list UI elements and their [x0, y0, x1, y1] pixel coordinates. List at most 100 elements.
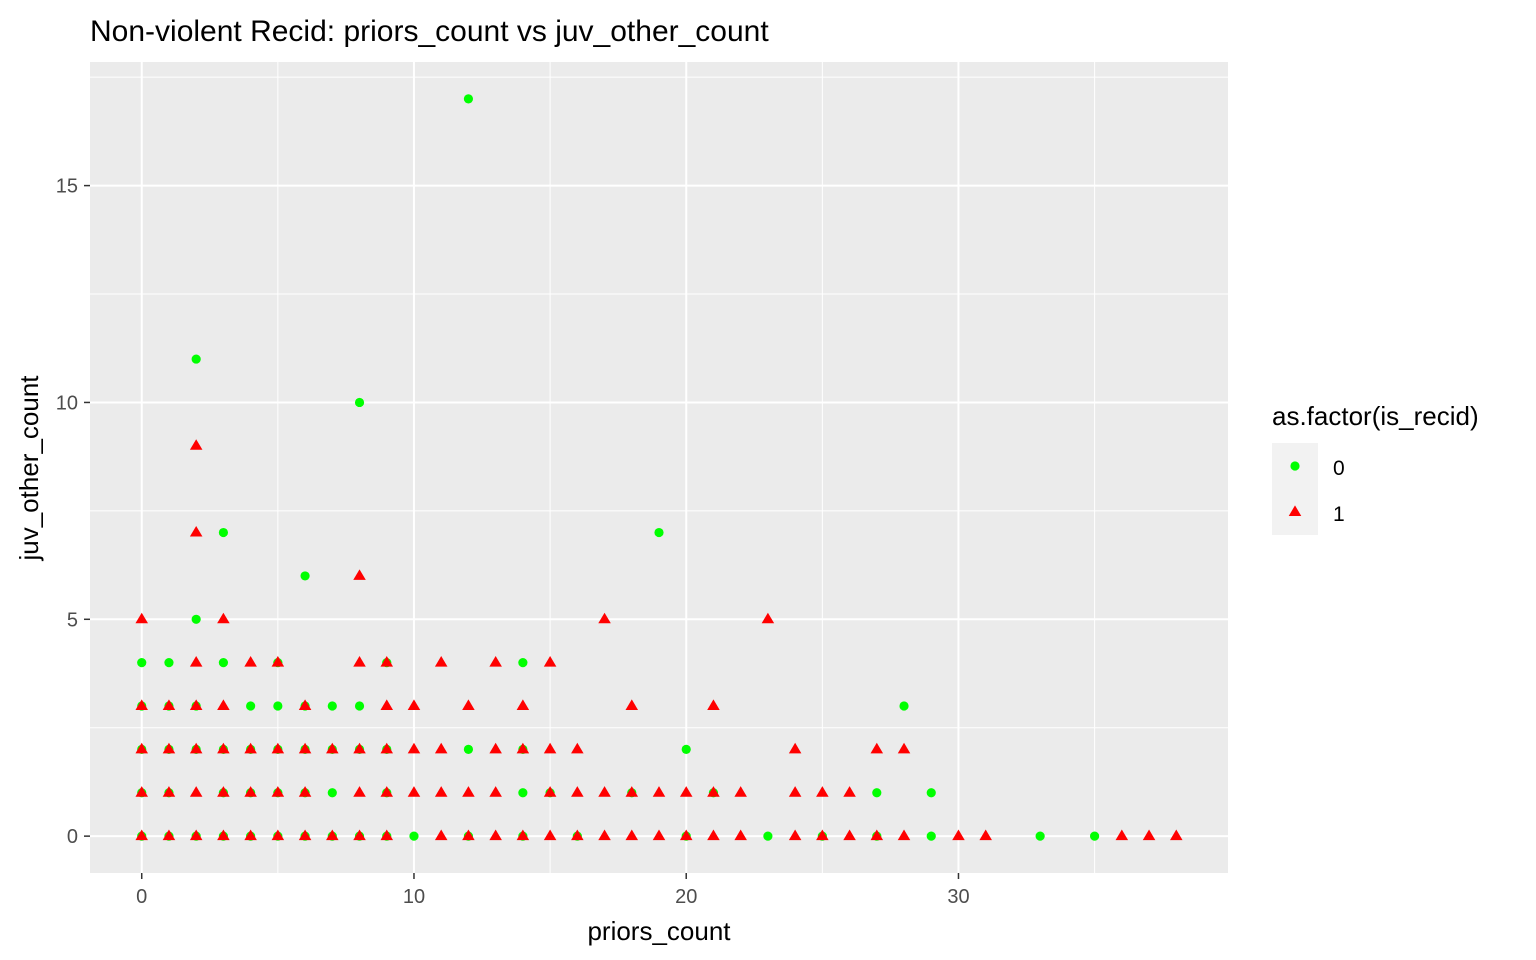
- minor-gridlines: [90, 62, 1228, 873]
- data-points: [135, 94, 1183, 841]
- data-point-triangle: [135, 742, 148, 754]
- data-point-triangle: [271, 656, 285, 667]
- data-point-triangle: [1170, 829, 1183, 841]
- data-point-circle: [681, 744, 691, 754]
- data-point-triangle: [189, 786, 203, 797]
- data-point-triangle: [189, 656, 203, 667]
- data-point-circle: [926, 788, 936, 798]
- data-point-triangle: [434, 786, 448, 797]
- data-point-circle: [518, 788, 528, 798]
- data-point-triangle: [353, 569, 366, 580]
- y-axis-title: juv_other_count: [14, 375, 44, 562]
- data-point-triangle: [707, 699, 720, 710]
- series-1: [135, 439, 1183, 841]
- plot-panel: [90, 62, 1228, 873]
- data-point-triangle: [162, 829, 176, 841]
- data-point-triangle: [407, 786, 421, 797]
- x-tick-label: 30: [947, 886, 969, 908]
- data-point-triangle: [217, 612, 230, 624]
- data-point-triangle: [135, 612, 148, 624]
- data-point-circle: [273, 701, 283, 711]
- data-point-triangle: [952, 829, 965, 841]
- legend-title: as.factor(is_recid): [1272, 401, 1479, 431]
- x-tick-label: 10: [403, 886, 425, 908]
- data-point-triangle: [571, 742, 584, 754]
- data-point-triangle: [217, 699, 230, 710]
- data-point-triangle: [135, 829, 148, 841]
- data-point-triangle: [707, 786, 720, 797]
- x-axis-title: priors_count: [587, 916, 731, 946]
- data-point-triangle: [625, 699, 639, 710]
- data-point-triangle: [652, 786, 666, 797]
- data-point-triangle: [571, 786, 584, 797]
- data-point-triangle: [788, 786, 802, 797]
- data-point-triangle: [788, 742, 802, 754]
- data-point-triangle: [652, 829, 666, 841]
- data-point-triangle: [788, 829, 802, 841]
- data-point-triangle: [816, 829, 829, 841]
- data-point-triangle: [244, 742, 257, 754]
- data-point-triangle: [843, 829, 856, 841]
- data-point-circle: [300, 571, 310, 581]
- data-point-triangle: [380, 699, 394, 710]
- data-point-circle: [327, 701, 337, 711]
- data-point-circle: [327, 788, 337, 798]
- data-point-triangle: [298, 786, 312, 797]
- data-point-triangle: [462, 786, 475, 797]
- data-point-triangle: [543, 742, 557, 754]
- y-tick-label: 15: [56, 176, 78, 198]
- data-point-triangle: [543, 656, 557, 667]
- legend-key-triangle: [1288, 505, 1302, 516]
- data-point-triangle: [870, 742, 884, 754]
- chart-title: Non-violent Recid: priors_count vs juv_o…: [90, 15, 769, 48]
- data-point-triangle: [353, 786, 366, 797]
- data-point-triangle: [625, 786, 639, 797]
- data-point-triangle: [298, 829, 312, 841]
- data-point-triangle: [135, 786, 148, 797]
- data-point-triangle: [543, 786, 557, 797]
- legend-key-circle: [1290, 461, 1300, 471]
- data-point-triangle: [434, 656, 448, 667]
- data-point-triangle: [489, 742, 502, 754]
- data-point-circle: [463, 744, 474, 754]
- y-tick-label: 0: [67, 826, 78, 848]
- data-point-triangle: [217, 829, 230, 841]
- data-point-triangle: [407, 699, 421, 710]
- data-point-circle: [654, 527, 664, 538]
- data-point-triangle: [516, 829, 530, 841]
- data-point-circle: [463, 94, 474, 104]
- data-point-triangle: [489, 786, 502, 797]
- data-point-triangle: [897, 829, 911, 841]
- data-point-triangle: [244, 786, 257, 797]
- data-point-triangle: [979, 829, 992, 841]
- legend-label-0: 0: [1333, 457, 1345, 480]
- data-point-triangle: [897, 742, 911, 754]
- data-point-triangle: [162, 699, 176, 710]
- y-tick-label: 5: [67, 609, 78, 631]
- data-point-triangle: [162, 786, 176, 797]
- data-point-triangle: [380, 829, 394, 841]
- data-point-triangle: [679, 786, 693, 797]
- data-point-triangle: [244, 829, 257, 841]
- y-tick-label: 10: [56, 392, 78, 414]
- data-point-triangle: [380, 656, 394, 667]
- data-point-triangle: [353, 742, 366, 754]
- data-point-triangle: [353, 656, 366, 667]
- data-point-triangle: [407, 742, 421, 754]
- data-point-triangle: [516, 699, 530, 710]
- data-point-triangle: [734, 829, 747, 841]
- data-point-circle: [1035, 831, 1045, 841]
- data-point-circle: [926, 831, 936, 841]
- data-point-circle: [218, 658, 229, 668]
- legend-label-1: 1: [1333, 503, 1345, 526]
- data-point-circle: [191, 354, 201, 364]
- data-point-triangle: [1115, 829, 1129, 841]
- data-point-circle: [137, 658, 147, 668]
- data-point-triangle: [271, 829, 285, 841]
- data-point-circle: [1089, 831, 1100, 841]
- data-point-triangle: [271, 786, 285, 797]
- data-point-triangle: [571, 829, 584, 841]
- data-point-triangle: [598, 786, 611, 797]
- data-point-triangle: [380, 742, 394, 754]
- data-point-triangle: [489, 656, 502, 667]
